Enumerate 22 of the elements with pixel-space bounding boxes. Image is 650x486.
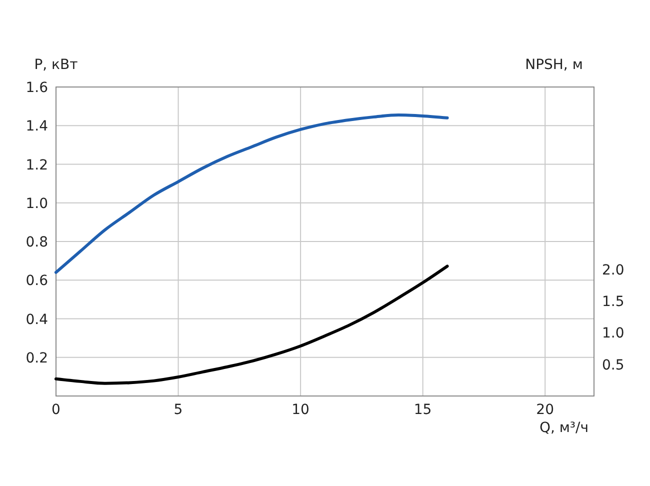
y-axis-title: P, кВт — [34, 57, 78, 73]
y-tick-label: 1.6 — [26, 80, 48, 96]
x-tick-label: 10 — [292, 402, 310, 418]
x-tick-label: 5 — [174, 402, 183, 418]
y2-tick-label: 1.5 — [602, 294, 624, 310]
line-series — [54, 114, 449, 274]
y2-tick-label: 2.0 — [602, 262, 624, 278]
x-axis-title: Q, м³/ч — [539, 420, 589, 436]
y-tick-label: 1.2 — [26, 157, 48, 174]
line-series — [54, 264, 449, 385]
y-tick-label: 1.0 — [26, 196, 48, 212]
x-tick-label: 0 — [52, 402, 60, 418]
x-tick-label: 15 — [414, 402, 432, 418]
x-tick-label: 20 — [536, 402, 554, 418]
y-tick-label: 0.4 — [26, 312, 48, 328]
y2-axis-title: NPSH, м — [525, 57, 583, 73]
y-tick-label: 0.8 — [26, 234, 48, 250]
y-tick-label: 1.4 — [26, 118, 48, 135]
y2-tick-label: 0.5 — [602, 357, 624, 374]
y-tick-label: 0.6 — [26, 273, 48, 290]
y-tick-label: 0.2 — [26, 350, 48, 366]
y2-tick-label: 1.0 — [602, 326, 624, 342]
